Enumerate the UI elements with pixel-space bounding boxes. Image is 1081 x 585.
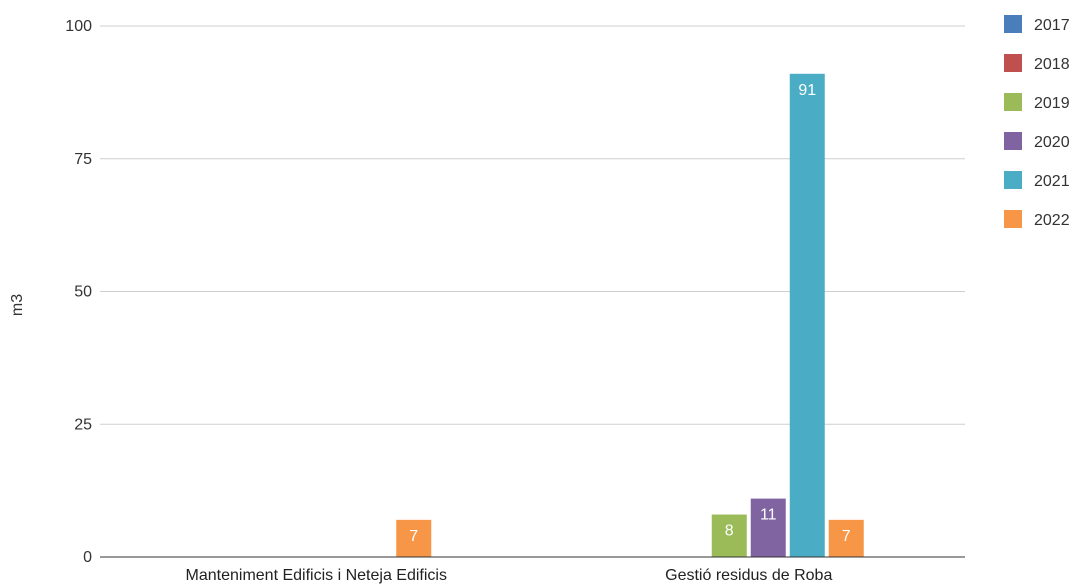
bar-2020-1	[750, 498, 786, 557]
legend-label: 2021	[1034, 173, 1070, 190]
y-tick-label: 50	[74, 284, 92, 301]
legend-label: 2022	[1034, 212, 1070, 229]
legend-swatch	[1004, 54, 1022, 72]
data-label: 7	[409, 528, 418, 545]
category-labels: Manteniment Edificis i Neteja Edificis Ge…	[186, 567, 833, 584]
category-label: Gestió residus de Roba	[665, 567, 832, 584]
category-label: Manteniment Edificis i Neteja Edificis	[186, 567, 447, 584]
legend-label: 2017	[1034, 17, 1070, 34]
legend-swatch	[1004, 93, 1022, 111]
legend-swatch	[1004, 132, 1022, 150]
y-axis-title: m3	[9, 294, 26, 316]
legend-swatch	[1004, 171, 1022, 189]
legend-swatch	[1004, 210, 1022, 228]
bars: 7 8 11 91 7	[396, 73, 864, 557]
legend-label: 2020	[1034, 134, 1070, 151]
data-label: 7	[842, 528, 851, 545]
bar-2022-1	[828, 519, 864, 557]
y-tick-label: 100	[65, 18, 92, 35]
y-axis-ticks: 0 25 50 75 100	[65, 18, 92, 566]
legend-label: 2019	[1034, 95, 1070, 112]
y-tick-label: 25	[74, 416, 92, 433]
y-tick-label: 0	[83, 549, 92, 566]
legend-swatch	[1004, 15, 1022, 33]
bar-2022-0	[396, 519, 432, 557]
data-label: 91	[798, 82, 816, 99]
data-label: 11	[760, 507, 777, 524]
y-tick-label: 75	[74, 151, 92, 168]
gridlines	[100, 25, 965, 425]
data-label: 8	[725, 523, 734, 540]
bar-2021-1	[789, 73, 825, 557]
bar-2019-1	[711, 514, 747, 557]
legend-label: 2018	[1034, 56, 1070, 73]
legend: 2017 2018 2019 2020 2021 2022	[1004, 15, 1070, 229]
